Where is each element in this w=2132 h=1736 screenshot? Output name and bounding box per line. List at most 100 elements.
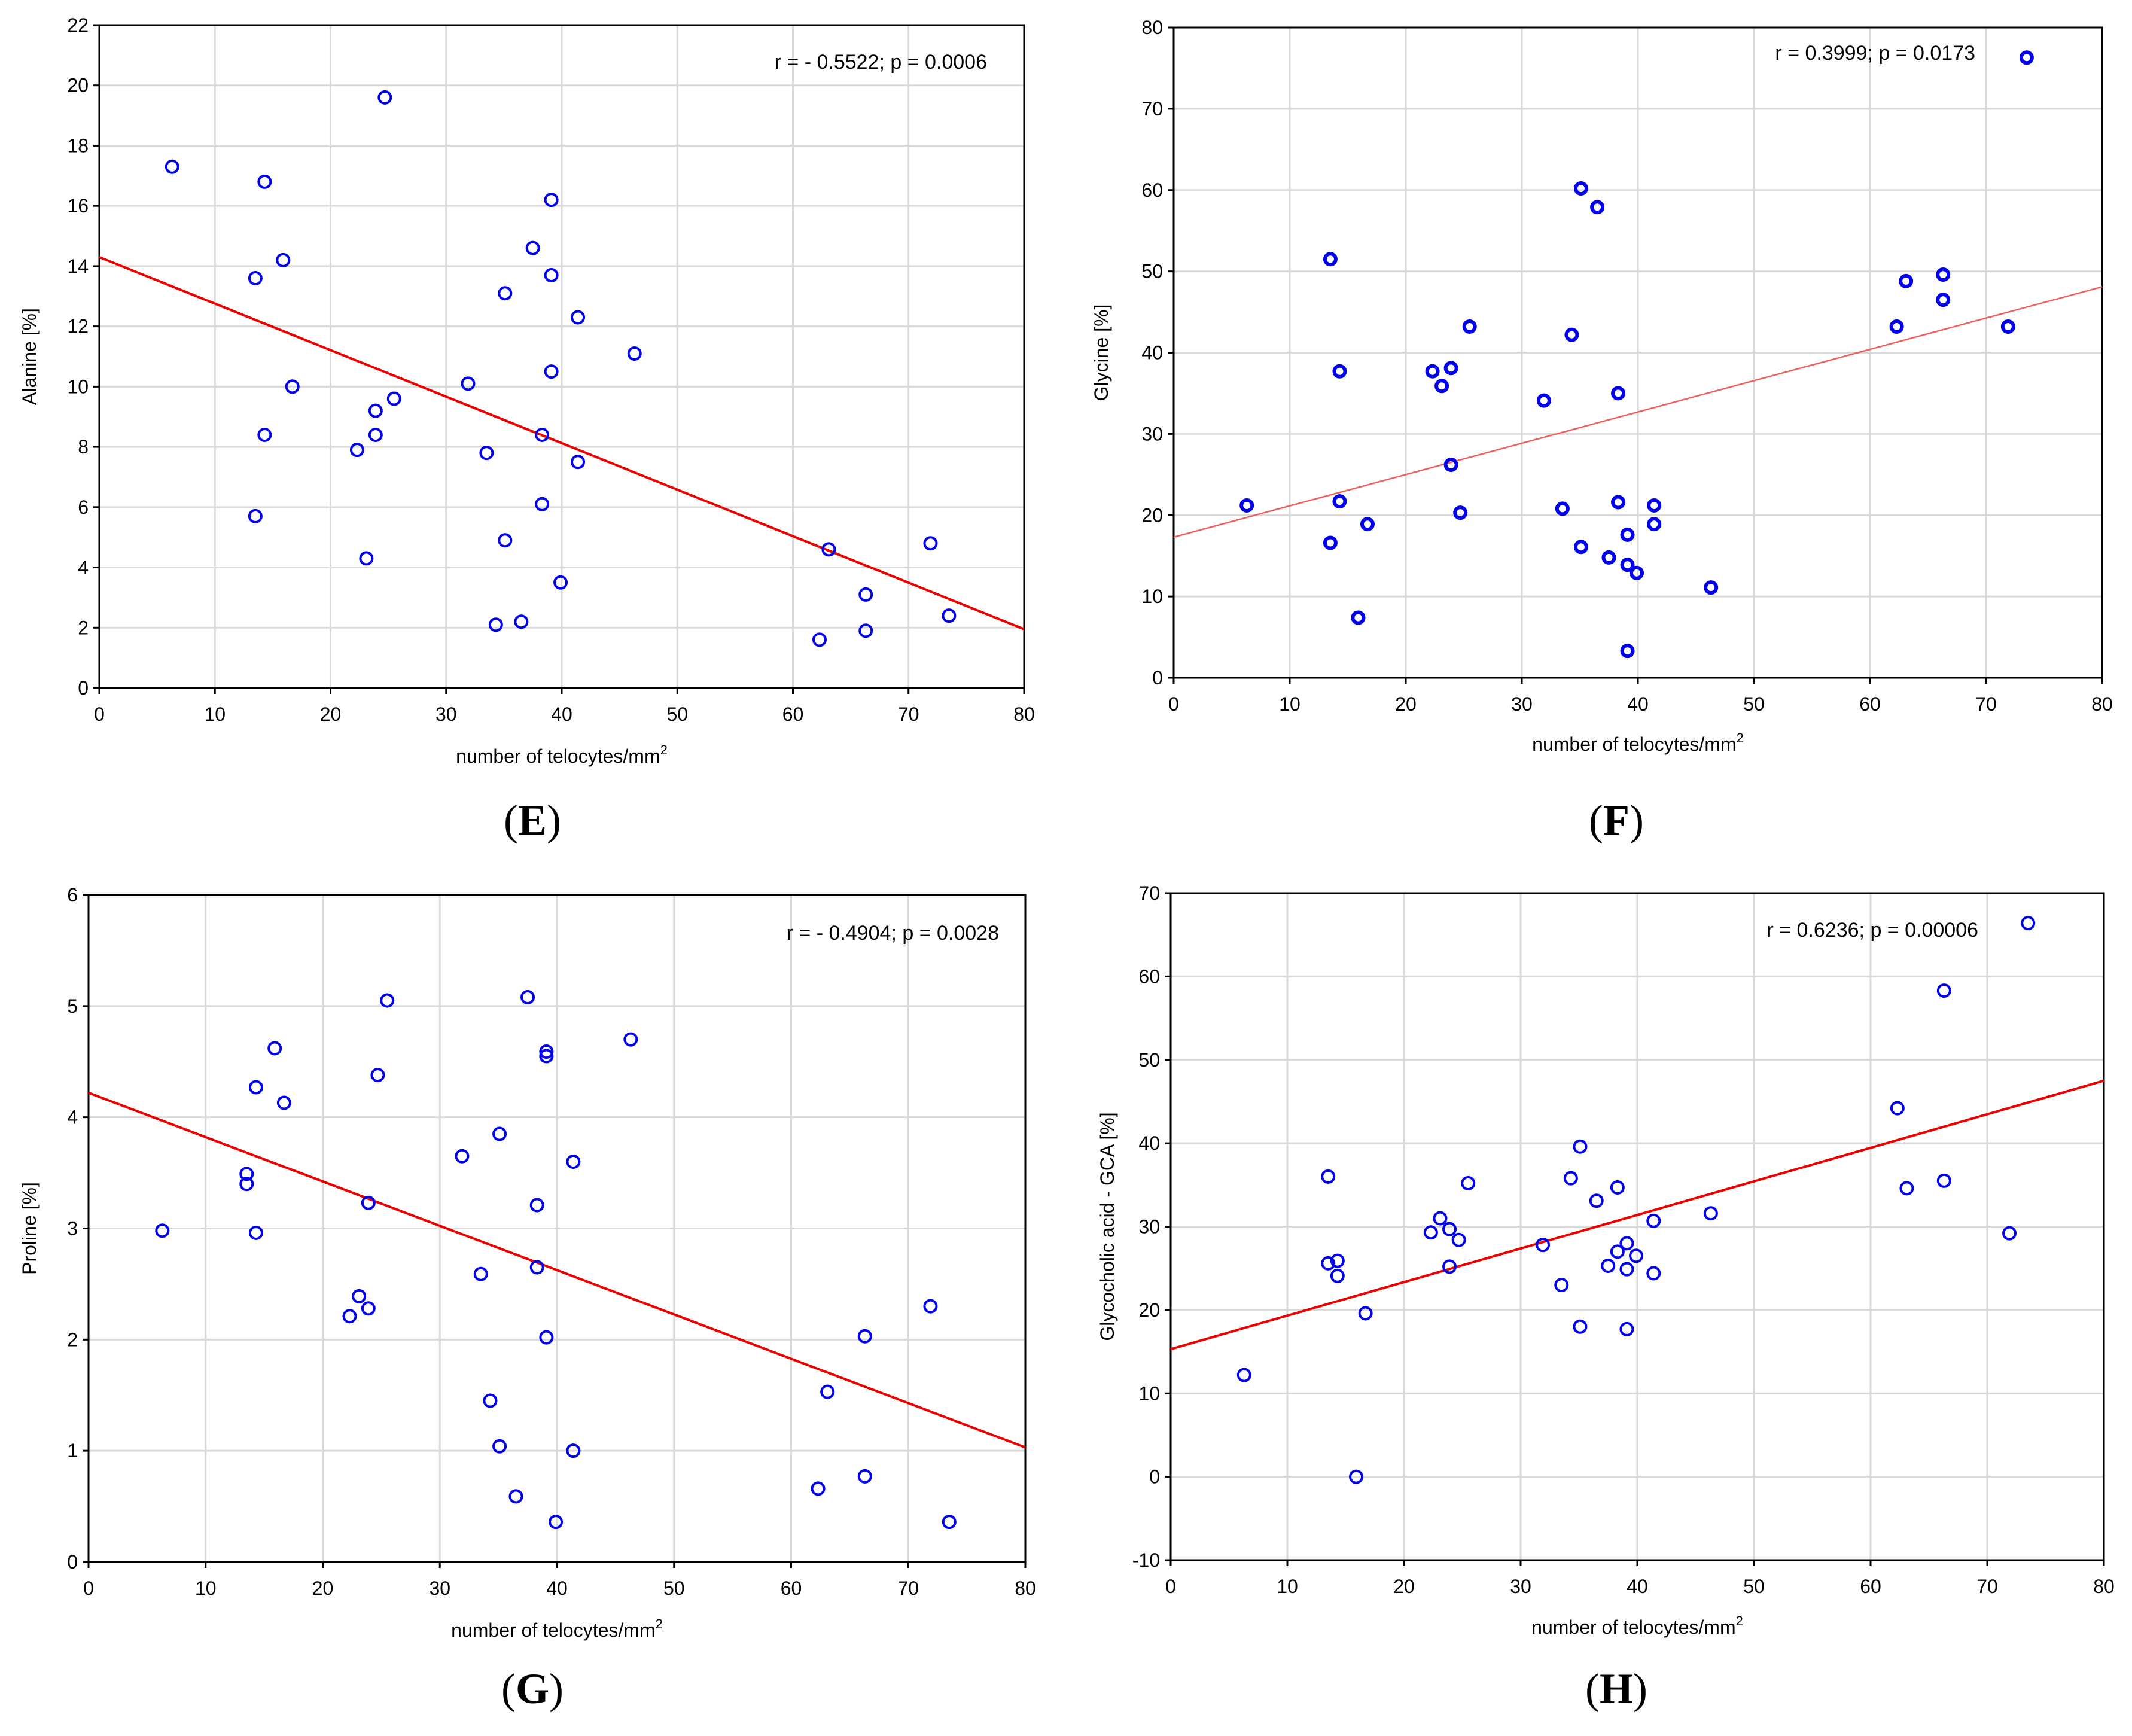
chart-f-point [1704, 580, 1719, 595]
chart-g-point [539, 1330, 554, 1345]
chart-e-point [479, 446, 494, 461]
chart-f-y-axis-label: Glycine [%] [1091, 304, 1112, 401]
chart-f-point [1936, 267, 1951, 282]
chart-e-x-tick-label: 70 [898, 703, 919, 725]
chart-f-point [1462, 319, 1477, 334]
chart-g-point [342, 1309, 357, 1324]
chart-g-y-tick-label: 5 [67, 995, 78, 1017]
chart-f-point [1620, 527, 1635, 542]
chart-e-x-axis-label-text: number of telocytes/mm [456, 745, 660, 767]
chart-f-y-tick-label: 10 [1141, 586, 1163, 607]
chart-e-point [942, 608, 957, 623]
chart-e-y-tick-label: 18 [67, 135, 89, 156]
chart-f-point [1536, 393, 1551, 408]
chart-g-point [566, 1443, 581, 1458]
chart-f-point [1332, 494, 1347, 509]
chart-f-point [1360, 517, 1375, 532]
chart-g: 0 10 20 30 40 50 60 70 80 0 1 2 3 4 5 6 r = - 0.4904; p … [19, 884, 1036, 1641]
chart-e-point [535, 427, 550, 442]
chart-g-point [483, 1393, 498, 1408]
chart-f-point [1573, 181, 1588, 196]
chart-f-point [1323, 252, 1338, 267]
panel-label-g: (G) [501, 1665, 564, 1713]
chart-h-x-tick-label: 10 [1277, 1576, 1298, 1597]
chart-f-point [1936, 293, 1951, 307]
chart-e-x-axis-label-sup: 2 [660, 742, 668, 757]
chart-f-point [1899, 273, 1914, 288]
chart-f-point [1443, 361, 1458, 376]
chart-h-point [1451, 1232, 1466, 1247]
chart-e-y-tick-label: 0 [78, 677, 89, 699]
chart-g-point [267, 1041, 282, 1056]
chart-g-y-tick-label: 3 [67, 1218, 78, 1239]
chart-g-point [248, 1080, 263, 1095]
chart-h-y-tick-label: 30 [1138, 1216, 1160, 1238]
chart-h-y-tick-label: -10 [1132, 1549, 1160, 1571]
chart-e-x-tick-label: 30 [435, 703, 457, 725]
chart-g-x-tick-label: 60 [781, 1577, 802, 1599]
chart-g-point [529, 1198, 544, 1213]
chart-f: 0 10 20 30 40 50 60 70 80 0 10 20 30 40 50 60 70 80 r = 0.… [1091, 17, 2113, 755]
chart-f-x-tick-label: 10 [1279, 693, 1300, 715]
chart-g-y-tick-label: 4 [67, 1107, 78, 1128]
chart-h-point [2002, 1226, 2017, 1241]
chart-g-point [923, 1299, 938, 1314]
chart-h-x-axis-label-sup: 2 [1736, 1613, 1743, 1628]
chart-h-point [1358, 1306, 1373, 1321]
chart-h-point [1619, 1262, 1634, 1277]
chart-h-point [1703, 1206, 1718, 1221]
chart-h-y-tick-label: 60 [1138, 966, 1160, 987]
chart-h-y-tick-label: 40 [1138, 1132, 1160, 1154]
chart-h-point [1890, 1101, 1905, 1116]
chart-h-point [1936, 983, 1951, 998]
chart-e-x-tick-label: 60 [782, 703, 804, 725]
chart-g-x-tick-label: 70 [897, 1577, 919, 1599]
chart-f-point [1889, 319, 1904, 334]
chart-g-point [508, 1489, 523, 1504]
chart-h-point [1433, 1211, 1448, 1226]
chart-f-x-tick-label: 50 [1743, 693, 1765, 715]
chart-g-y-axis-label: Proline [%] [19, 1182, 40, 1275]
chart-f-point [1564, 327, 1579, 342]
chart-e-point [535, 497, 550, 511]
chart-e-x-tick-label: 10 [204, 703, 226, 725]
chart-g-x-tick-label: 0 [83, 1577, 94, 1599]
chart-e-y-axis-label: Alanine [%] [19, 308, 40, 405]
chart-e-point [498, 286, 513, 301]
chart-f-y-tick-label: 50 [1141, 261, 1163, 282]
chart-h-x-tick-label: 40 [1627, 1576, 1648, 1597]
chart-h-point [1629, 1248, 1644, 1263]
chart-e-y-tick-label: 2 [78, 617, 89, 638]
chart-g-point [549, 1515, 564, 1530]
chart-h-y-tick-label: 70 [1138, 882, 1160, 904]
chart-f-y-tick-label: 70 [1141, 98, 1163, 120]
chart-f-point [1573, 540, 1588, 555]
chart-e-y-tick-label: 20 [67, 75, 89, 96]
chart-g-x-tick-label: 30 [429, 1577, 450, 1599]
chart-h-annotation: r = 0.6236; p = 0.00006 [1766, 919, 1978, 942]
chart-h-x-tick-label: 20 [1393, 1576, 1415, 1597]
chart-h-point [1330, 1253, 1345, 1268]
chart-g-x-tick-label: 40 [546, 1577, 568, 1599]
chart-f-point [1630, 565, 1644, 580]
chart-g-point [155, 1223, 170, 1238]
chart-e-x-tick-label: 20 [320, 703, 342, 725]
chart-f-point [1647, 498, 1662, 513]
chart-g-point [857, 1469, 872, 1484]
chart-h-x-tick-label: 0 [1165, 1576, 1176, 1597]
chart-h-point [1321, 1256, 1336, 1271]
chart-g-point [239, 1177, 254, 1192]
chart-h-point [1461, 1176, 1476, 1191]
chart-h-point [1554, 1278, 1569, 1293]
chart-f-x-axis-label-text: number of telocytes/mm [1532, 733, 1736, 755]
chart-f-point [1611, 495, 1626, 510]
chart-h-point [1536, 1238, 1551, 1253]
chart-h-x-tick-label: 80 [2093, 1576, 2115, 1597]
chart-h-point [1610, 1244, 1625, 1259]
chart-e-point [349, 443, 364, 458]
chart-e-x-tick-label: 40 [551, 703, 572, 725]
chart-e-point [257, 427, 272, 442]
chart-e-annotation: r = - 0.5522; p = 0.0006 [775, 51, 987, 74]
chart-g-point [857, 1329, 872, 1344]
chart-e-point [368, 403, 383, 418]
